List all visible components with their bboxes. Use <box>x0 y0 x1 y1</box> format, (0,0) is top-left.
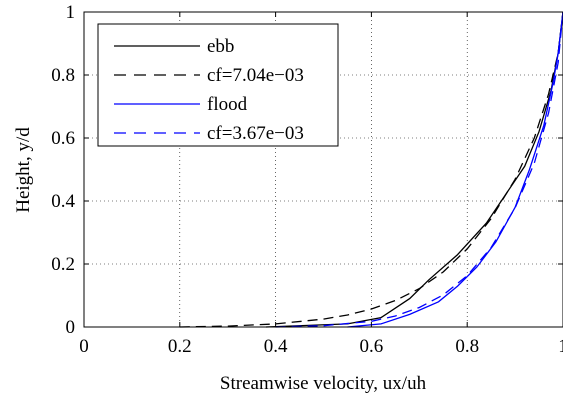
legend-label-0: ebb <box>207 36 234 57</box>
series-group <box>179 11 563 328</box>
x-tick-label: 0.2 <box>168 336 192 357</box>
y-tick-label: 0.2 <box>51 254 75 275</box>
series-line-1 <box>179 11 563 328</box>
series-line-3 <box>275 11 563 328</box>
series-line-2 <box>347 11 563 328</box>
plot-frame <box>83 11 563 328</box>
y-tick-label: 0.6 <box>51 128 75 149</box>
legend-label-1: cf=7.04e−03 <box>207 65 304 86</box>
y-axis-label: Height, y/d <box>13 127 34 213</box>
ticks <box>83 11 563 328</box>
y-tick-label: 0.8 <box>51 65 75 86</box>
tick-labels: 0 0.2 0.4 0.6 0.8 1 0 0.2 0.4 0.6 0.8 1 <box>51 2 563 357</box>
legend-label-3: cf=3.67e−03 <box>207 123 304 144</box>
y-tick-label: 1 <box>66 2 76 23</box>
x-axis-label: Streamwise velocity, ux/uh <box>220 373 427 394</box>
x-tick-label: 1 <box>558 336 563 357</box>
legend-box <box>97 23 339 147</box>
legend-label-2: flood <box>207 94 248 115</box>
x-tick-label: 0 <box>79 336 89 357</box>
legend-items: ebb cf=7.04e−03 flood cf=3.67e−03 <box>114 36 304 144</box>
x-tick-label: 0.6 <box>360 336 384 357</box>
x-tick-label: 0.8 <box>455 336 479 357</box>
x-tick-label: 0.4 <box>264 336 288 357</box>
y-tick-label: 0 <box>66 317 76 338</box>
legend: ebb cf=7.04e−03 flood cf=3.67e−03 <box>97 23 339 147</box>
y-tick-label: 0.4 <box>51 191 75 212</box>
